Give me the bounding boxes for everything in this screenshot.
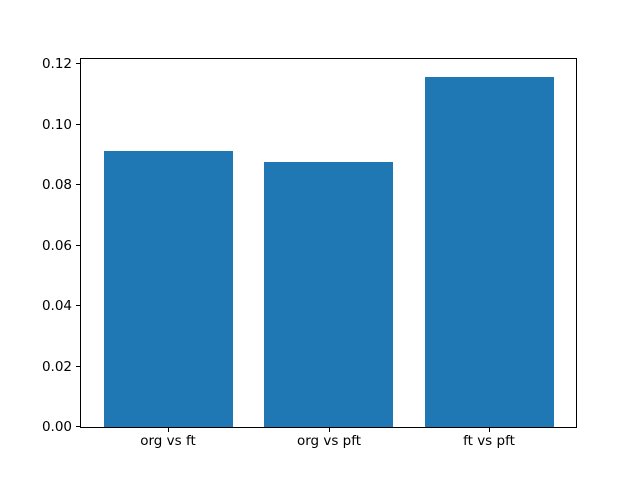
y-tick-label: 0.10: [41, 117, 72, 133]
bars-group: [81, 59, 576, 427]
x-tick-mark: [489, 428, 490, 432]
y-tick-label: 0.00: [41, 419, 72, 435]
bar-org-vs-pft: [264, 162, 393, 427]
y-tick-mark: [76, 245, 80, 246]
y-tick-mark: [76, 305, 80, 306]
y-tick-label: 0.04: [41, 298, 72, 314]
plot-area: [80, 58, 577, 428]
y-tick-mark: [76, 63, 80, 64]
x-tick-label: org vs pft: [296, 433, 362, 449]
y-tick-label: 0.08: [41, 177, 72, 193]
y-tick-mark: [76, 366, 80, 367]
x-tick-label: ft vs pft: [463, 433, 515, 449]
y-tick-label: 0.12: [41, 56, 72, 72]
bar-org-vs-ft: [104, 151, 233, 427]
y-tick-label: 0.06: [41, 238, 72, 254]
y-tick-label: 0.02: [41, 359, 72, 375]
x-tick-mark: [329, 428, 330, 432]
bar-ft-vs-pft: [425, 77, 554, 427]
x-tick-mark: [168, 428, 169, 432]
y-tick-mark: [76, 124, 80, 125]
x-tick-label: org vs ft: [140, 433, 196, 449]
y-tick-mark: [76, 184, 80, 185]
y-tick-mark: [76, 426, 80, 427]
